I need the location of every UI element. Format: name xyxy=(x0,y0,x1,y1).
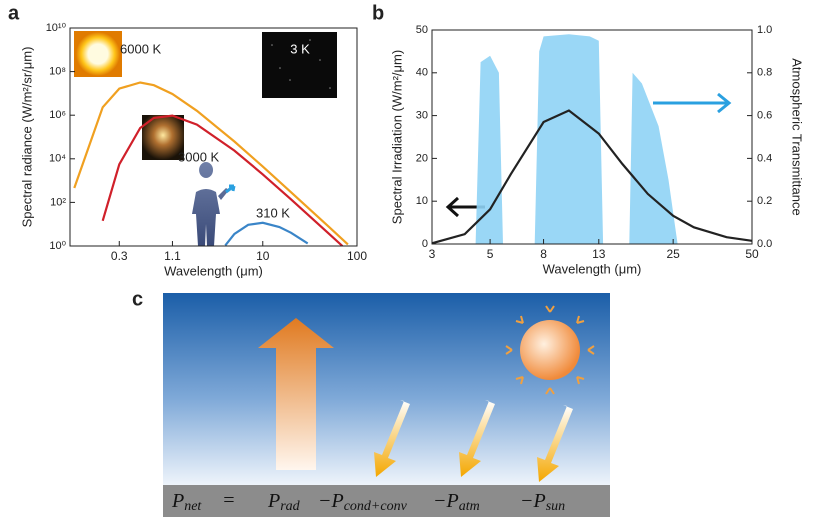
series-label: 310 K xyxy=(256,205,290,220)
x-tick-label: 3 xyxy=(429,247,436,261)
person-silhouette xyxy=(192,162,229,246)
space-photo xyxy=(262,32,337,98)
y-tick-label: 10⁸ xyxy=(49,66,66,78)
x-tick-label: 5 xyxy=(487,247,494,261)
y-tick-label: 40 xyxy=(416,67,428,79)
term-sign: − xyxy=(520,490,534,512)
x-tick-label: 50 xyxy=(745,247,759,261)
term-sign: − xyxy=(318,490,332,512)
y-tick-label: 10 xyxy=(416,195,428,207)
annotation: 3 K xyxy=(290,41,310,56)
y-tick-label: 10² xyxy=(50,196,66,208)
sun-disc xyxy=(76,32,120,76)
x-tick-label: 100 xyxy=(347,249,367,263)
term-subscript: cond+conv xyxy=(344,499,408,514)
equation-term: −Psun xyxy=(520,490,565,515)
x-tick-label: 10 xyxy=(256,249,270,263)
equation-operator: = xyxy=(222,490,236,512)
equation-term: Prad xyxy=(267,490,301,515)
right-axis-arrow xyxy=(653,92,732,114)
term-subscript: rad xyxy=(280,499,300,514)
plot-frame xyxy=(431,29,753,245)
y-tick-label: 10⁴ xyxy=(49,153,66,165)
plot-area xyxy=(73,81,349,246)
x-tick-label: 25 xyxy=(666,247,680,261)
y-tick-label: 30 xyxy=(416,110,428,122)
x-tick-label: 0.3 xyxy=(111,249,128,263)
y2-tick-label: 0.4 xyxy=(757,152,772,164)
y2-tick-label: 0.2 xyxy=(757,195,772,207)
transmittance-area xyxy=(432,34,752,244)
series-line xyxy=(73,81,349,246)
emission-arrow xyxy=(225,184,236,194)
y2-tick-label: 1.0 xyxy=(757,24,772,36)
y-tick-label: 10⁰ xyxy=(49,240,66,252)
sun-rays xyxy=(505,305,595,395)
y-tick-label: 10⁶ xyxy=(49,109,66,121)
term-subscript: atm xyxy=(459,499,480,514)
term-subscript: net xyxy=(184,499,202,514)
term-symbol: P xyxy=(267,490,280,512)
x-tick-label: 1.1 xyxy=(164,249,181,263)
y2-tick-label: 0.8 xyxy=(757,67,772,79)
panel-label: a xyxy=(8,2,20,24)
x-axis-label: Wavelength (μm) xyxy=(543,261,642,276)
y-tick-label: 0 xyxy=(422,238,428,250)
y2-tick-label: 0.6 xyxy=(757,110,772,122)
panel-label: b xyxy=(372,2,384,24)
series-line xyxy=(432,109,752,244)
y-axis-label: Spectral radiance (W/m²/sr/μm) xyxy=(19,47,34,228)
radiation-arrow xyxy=(258,318,334,470)
equation-term: Pnet xyxy=(171,490,202,515)
term-symbol: P xyxy=(533,490,546,512)
y-tick-label: 20 xyxy=(416,152,428,164)
series-line xyxy=(101,114,344,246)
plot-area xyxy=(432,34,752,244)
y2-axis-label: Atmospheric Transmittance xyxy=(790,58,805,216)
y-tick-label: 10¹⁰ xyxy=(46,22,67,34)
y2-tick-label: 0.0 xyxy=(757,238,772,250)
panel-label: c xyxy=(132,288,143,310)
series-label: 6000 K xyxy=(120,41,162,56)
series-line xyxy=(224,221,309,246)
equation-term: −Patm xyxy=(433,490,480,515)
plot-frame xyxy=(69,27,358,247)
y-axis-label: Spectral Irradiation (W/m²/μm) xyxy=(389,50,404,224)
down-arrows xyxy=(374,400,573,482)
term-symbol: P xyxy=(331,490,344,512)
y-tick-label: 50 xyxy=(416,24,428,36)
x-axis-label: Wavelength (μm) xyxy=(164,263,263,278)
equation-bar xyxy=(163,485,610,517)
stars xyxy=(271,39,331,89)
term-symbol: P xyxy=(171,490,184,512)
term-sign: − xyxy=(433,490,447,512)
sun xyxy=(520,320,580,380)
term-subscript: sun xyxy=(546,499,565,514)
equation-term: −Pcond+conv xyxy=(318,490,408,515)
term-symbol: P xyxy=(446,490,459,512)
x-tick-label: 8 xyxy=(540,247,547,261)
x-tick-label: 13 xyxy=(592,247,606,261)
series-label: 3000 K xyxy=(178,149,220,164)
